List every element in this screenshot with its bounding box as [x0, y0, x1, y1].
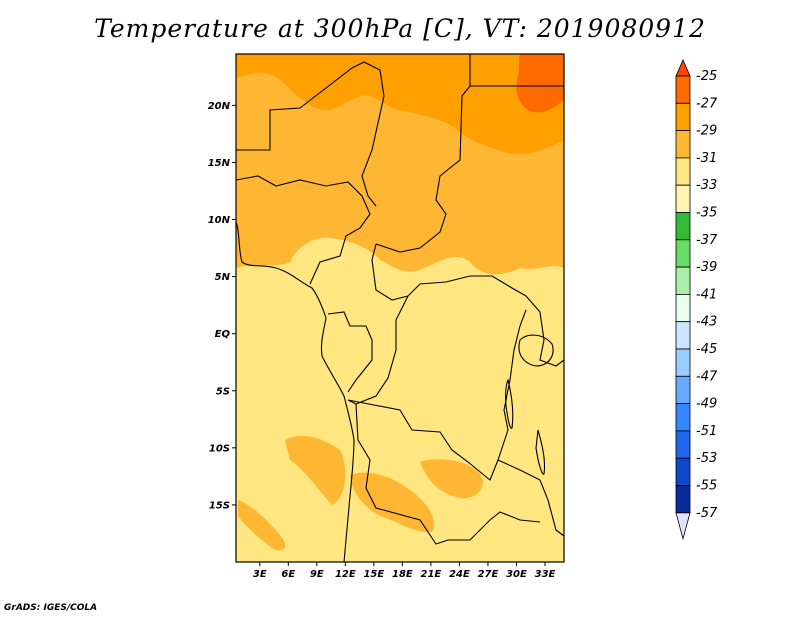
lat-label: EQ	[215, 329, 231, 340]
lat-label: 5S	[216, 386, 230, 397]
west-africa-coastline	[236, 221, 327, 319]
boundary-central-1	[371, 243, 527, 301]
chart-title: Temperature at 300hPa [C], VT: 201908091…	[94, 14, 706, 43]
colorbar-segment	[675, 293, 691, 323]
contour-patch-southwest	[238, 500, 286, 551]
contour-patch-south-2	[350, 472, 434, 533]
colorbar-segment	[675, 266, 691, 295]
contour-band-29	[236, 54, 564, 155]
lon-label: 27E	[478, 569, 499, 580]
lat-label: 15S	[209, 500, 230, 511]
colorbar-label: -47	[696, 369, 718, 384]
country-boundaries	[236, 54, 564, 562]
colorbar-segment	[675, 375, 691, 404]
lon-label: 15E	[363, 569, 384, 580]
colorbar-label: -51	[696, 424, 717, 439]
central-africa-coastline	[320, 317, 355, 562]
colorbar-top-arrow	[675, 59, 691, 77]
boundary-southeast	[497, 459, 564, 537]
colorbar-label: -49	[696, 397, 717, 412]
colorbar-segment	[675, 239, 691, 268]
colorbar-label: -41	[696, 287, 717, 302]
colorbar-segment	[675, 457, 691, 486]
colorbar-label: -27	[696, 96, 718, 111]
colorbar-segment	[675, 348, 691, 377]
lake-malawi	[535, 429, 546, 475]
colorbar-label: -35	[696, 206, 717, 221]
colorbar-label: -33	[696, 178, 717, 193]
colorbar-label: -39	[696, 260, 717, 275]
lat-label: 10S	[209, 443, 230, 454]
colorbar-segment	[675, 403, 691, 432]
lat-label: 5N	[215, 272, 231, 283]
colorbar-label: -45	[696, 342, 717, 357]
colorbar-segment	[675, 130, 691, 159]
longitude-axis: 3E 6E 9E 12E 15E 18E 21E 24E 27E 30E 33E	[253, 562, 556, 580]
lat-label: 10N	[208, 215, 231, 226]
boundary-west-africa	[236, 175, 371, 285]
colorbar-label: -29	[696, 124, 717, 139]
contour-patch-east	[504, 209, 564, 261]
lat-label: 15N	[208, 158, 231, 169]
contour-patch-south-3	[420, 459, 483, 499]
colorbar-segment	[675, 485, 691, 514]
lon-label: 18E	[392, 569, 413, 580]
boundary-central-2	[327, 311, 373, 393]
colorbar-segment	[675, 184, 691, 213]
boundary-east	[525, 295, 564, 367]
latitude-axis: 20N 15N 10N 5N EQ 5S 10S 15S	[208, 101, 236, 511]
lat-label: 20N	[208, 101, 231, 112]
colorbar-segment	[675, 75, 691, 104]
lon-label: 24E	[449, 569, 470, 580]
temperature-shading	[236, 54, 564, 551]
colorbar-label: -31	[696, 151, 717, 166]
colorbar-segment	[675, 102, 691, 132]
grads-credit: GrADS: IGES/COLA	[4, 603, 98, 613]
colorbar-segment	[675, 157, 691, 186]
colorbar-label: -53	[696, 451, 717, 466]
colorbar-label: -43	[696, 315, 717, 330]
lon-label: 21E	[421, 569, 442, 580]
map-frame	[235, 53, 565, 563]
colorbar-bottom-arrow	[675, 512, 691, 541]
contour-patch-south-1	[285, 435, 346, 505]
lake-victoria	[518, 334, 554, 367]
colorbar-segment	[675, 212, 691, 241]
colorbar-label: -57	[696, 506, 718, 521]
lon-label: 9E	[310, 569, 324, 580]
colorbar-segment	[675, 430, 691, 459]
colorbar-segment	[675, 321, 691, 350]
lon-label: 6E	[281, 569, 295, 580]
colorbar-label: -25	[696, 69, 717, 84]
contour-band-27	[516, 54, 564, 113]
lon-label: 30E	[506, 569, 527, 580]
lon-label: 12E	[335, 569, 356, 580]
colorbar-label: -55	[696, 479, 717, 494]
colorbar-label: -37	[696, 233, 718, 248]
map-area: 20N 15N 10N 5N EQ 5S 10S 15S 3E 6E 9E 12E 15E 18E 21E…	[208, 53, 565, 580]
boundary-north-1	[236, 61, 385, 207]
boundary-angola	[355, 403, 541, 545]
boundary-north-2	[375, 54, 471, 253]
lon-label: 3E	[253, 569, 267, 580]
lon-label: 33E	[535, 569, 556, 580]
lake-tanganyika	[505, 378, 514, 429]
colorbar: -25 -27 -29 -31 -33 -35 -37 -39 -41 -43 -45 -47 -49 -…	[675, 59, 718, 541]
